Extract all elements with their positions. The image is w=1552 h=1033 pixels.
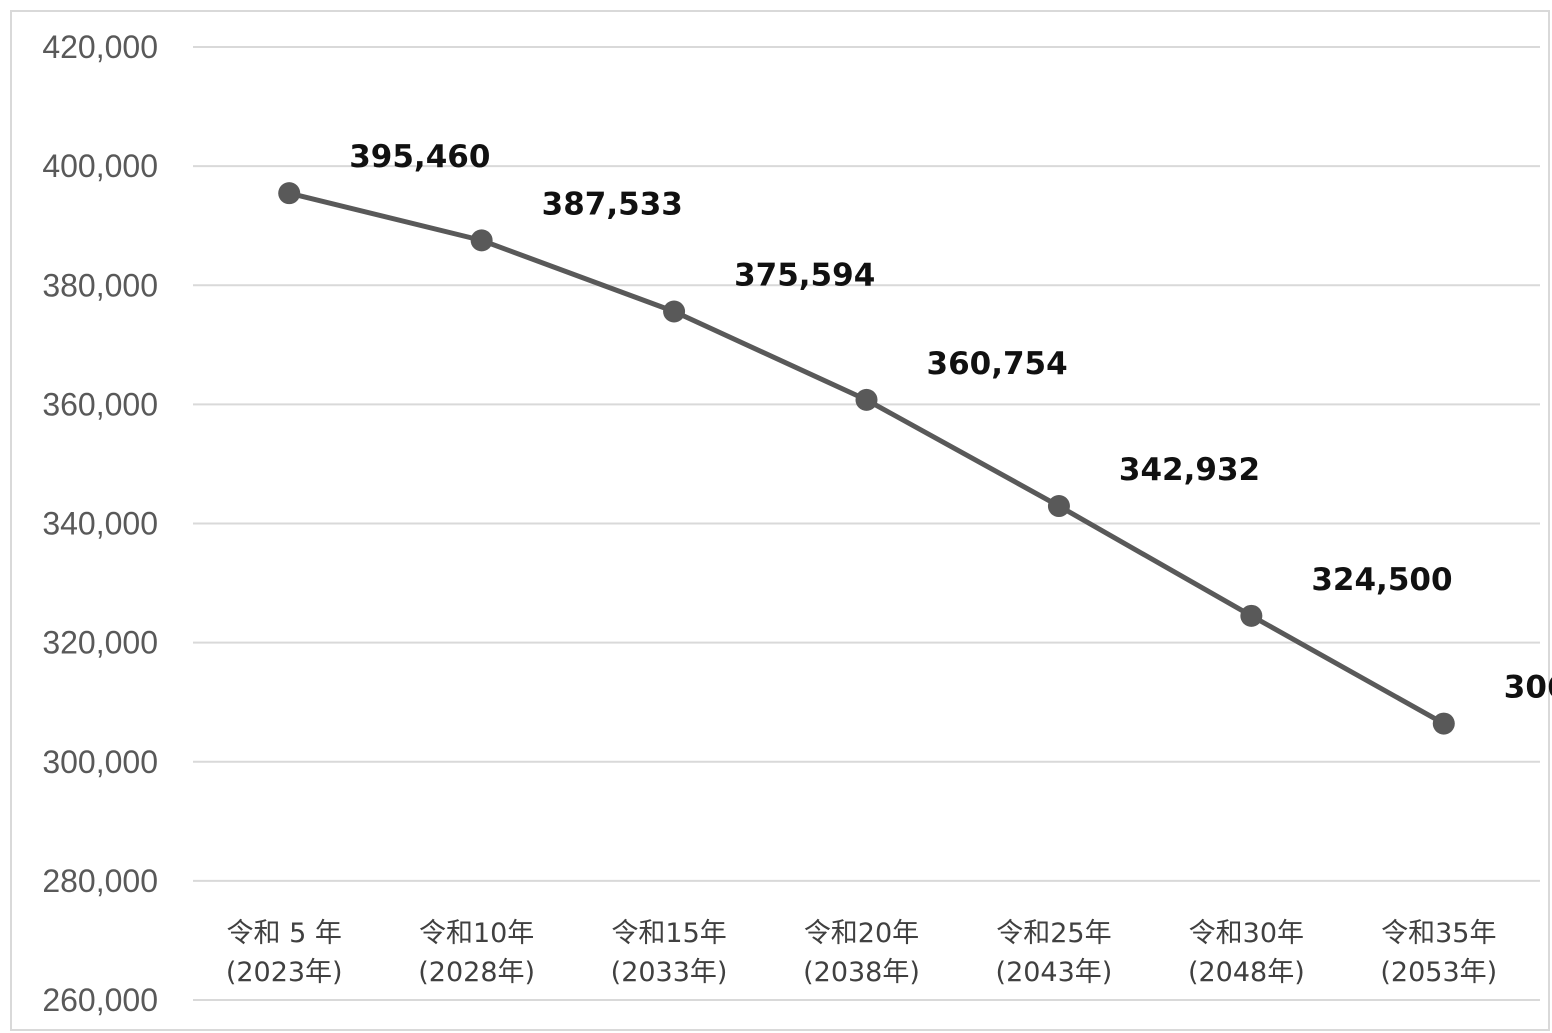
data-label: 360,754 [927,346,1068,382]
x-tick-label: (2043年) [996,957,1113,988]
x-tick-label: (2028年) [418,957,535,988]
data-point [855,388,878,411]
x-tick-label: 令和15年 [611,918,726,949]
data-labels: 395,460 387,533 375,594 360,754 342,932 324,5… [349,139,1552,705]
y-tick-label: 260,000 [42,982,158,1018]
x-tick-label: 令和30年 [1189,918,1304,949]
data-point [1240,604,1263,627]
y-tick-label: 380,000 [42,267,158,303]
data-label: 306,409 [1504,670,1552,706]
y-tick-label: 360,000 [42,386,158,422]
x-tick-label: (2053年) [1380,957,1497,988]
data-label: 342,932 [1119,452,1260,488]
x-tick-label: (2038年) [803,957,920,988]
y-tick-label: 400,000 [42,148,158,184]
y-axis-tick-labels: 260,000 280,000 300,000 320,000 340,000 360,0… [42,29,158,1018]
x-tick-label: (2033年) [611,957,728,988]
x-tick-label: 令和 5 年 [227,918,342,949]
y-tick-label: 420,000 [42,29,158,65]
chart-frame [10,10,1550,1031]
data-point [470,229,493,252]
x-tick-label: 令和25年 [996,918,1111,949]
y-tick-label: 320,000 [42,625,158,661]
x-tick-label: (2023年) [226,957,343,988]
x-tick-label: (2048年) [1188,957,1305,988]
data-point [1432,712,1455,735]
data-label: 395,460 [349,139,490,175]
y-tick-label: 300,000 [42,744,158,780]
x-tick-label: 令和20年 [804,918,919,949]
x-tick-label: 令和35年 [1381,918,1496,949]
data-label: 324,500 [1311,562,1452,598]
gridlines [193,46,1540,1001]
data-point [278,182,301,205]
y-tick-label: 280,000 [42,863,158,899]
data-label: 375,594 [734,257,875,293]
data-point [663,300,686,323]
data-point [1047,495,1070,518]
data-label: 387,533 [542,186,683,222]
x-tick-label: 令和10年 [419,918,534,949]
y-tick-label: 340,000 [42,506,158,542]
series [278,182,1455,735]
x-axis-tick-labels: 令和 5 年 (2023年) 令和10年 (2028年) 令和15年 (2033年) 令和2… [226,918,1497,988]
